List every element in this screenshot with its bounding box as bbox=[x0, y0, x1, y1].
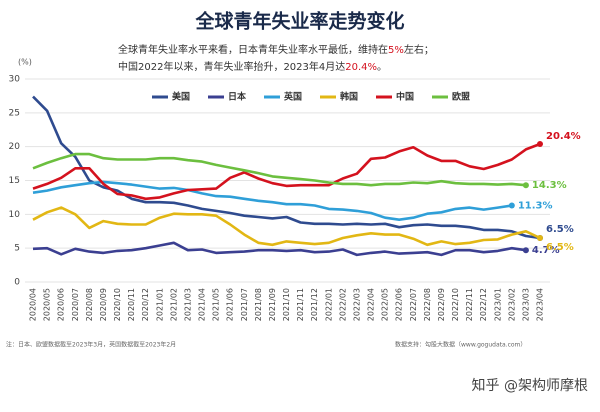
x-tick-label: 2023/04 bbox=[536, 288, 545, 321]
x-tick-label: 2020/05 bbox=[43, 288, 52, 321]
series-line bbox=[32, 152, 527, 187]
x-tick-label: 2022/11 bbox=[465, 288, 474, 321]
y-tick-label: 30 bbox=[9, 75, 21, 85]
end-point bbox=[508, 202, 515, 209]
x-tick-label: 2020/09 bbox=[99, 288, 108, 321]
x-tick-label: 2021/12 bbox=[310, 288, 319, 321]
subtitle-segment: 中国2022年以来，青年失业率抬升，2023年4月达 bbox=[118, 60, 345, 73]
x-tick-label: 2022/04 bbox=[367, 288, 376, 321]
legend-label: 中国 bbox=[396, 91, 414, 103]
source: 数据支持：勾股大数据（www.gogudata.com） bbox=[395, 341, 526, 349]
value-label: 6.5% bbox=[546, 242, 574, 253]
x-tick-label: 2020/08 bbox=[85, 288, 94, 321]
x-tick-label: 2021/10 bbox=[282, 288, 291, 321]
x-tick-label: 2021/08 bbox=[254, 288, 263, 321]
y-tick-label: 0 bbox=[14, 278, 20, 288]
end-point bbox=[537, 140, 543, 147]
end-point bbox=[537, 235, 543, 242]
subtitle-segment: 5% bbox=[388, 45, 404, 56]
y-tick-label: 25 bbox=[9, 108, 20, 118]
end-point bbox=[522, 247, 529, 254]
x-tick-label: 2020/06 bbox=[57, 288, 66, 321]
x-tick-label: 2021/03 bbox=[183, 288, 192, 321]
legend-label: 日本 bbox=[228, 91, 247, 103]
subtitle-segment: 。 bbox=[377, 62, 387, 73]
x-tick-label: 2022/08 bbox=[423, 288, 432, 321]
series-line bbox=[32, 180, 512, 221]
x-tick-label: 2021/01 bbox=[155, 288, 164, 321]
y-unit: (%) bbox=[18, 58, 32, 67]
x-tick-label: 2022/10 bbox=[451, 288, 460, 321]
x-tick-label: 2023/02 bbox=[507, 288, 516, 321]
legend-label: 英国 bbox=[283, 91, 302, 103]
subtitle-segment: 左右； bbox=[404, 43, 434, 56]
x-tick-label: 2021/07 bbox=[240, 288, 249, 321]
legend-label: 韩国 bbox=[340, 91, 358, 103]
chart-title: 全球青年失业率走势变化 bbox=[194, 10, 404, 33]
x-tick-label: 2021/04 bbox=[198, 288, 207, 321]
series-line bbox=[32, 142, 541, 201]
y-tick-label: 15 bbox=[9, 176, 20, 186]
x-tick-label: 2022/01 bbox=[324, 288, 333, 321]
subtitle: 全球青年失业率水平来看，日本青年失业率水平最低，维持在5%左右； bbox=[118, 43, 434, 56]
value-label: 11.3% bbox=[518, 201, 553, 212]
legend-label: 欧盟 bbox=[452, 91, 470, 103]
x-tick-label: 2021/02 bbox=[169, 288, 178, 321]
y-tick-label: 10 bbox=[9, 210, 21, 220]
x-tick-label: 2022/03 bbox=[352, 288, 361, 321]
x-tick-label: 2021/09 bbox=[268, 288, 277, 321]
value-label: 14.3% bbox=[532, 180, 567, 191]
watermark: 知乎 @架构师摩根 bbox=[472, 377, 588, 394]
value-label: 6.5% bbox=[546, 224, 574, 235]
footnote: 注：日本、欧盟数据截至2023年3月，英国数据截至2023年2月 bbox=[6, 341, 176, 349]
series-line bbox=[32, 206, 541, 247]
x-tick-label: 2022/02 bbox=[338, 288, 347, 321]
x-tick-label: 2020/07 bbox=[71, 288, 80, 321]
x-tick-label: 2021/11 bbox=[296, 288, 305, 321]
end-point bbox=[522, 182, 529, 189]
y-tick-label: 5 bbox=[14, 244, 20, 254]
x-tick-label: 2022/12 bbox=[479, 288, 488, 321]
y-tick-label: 20 bbox=[9, 142, 21, 152]
x-tick-label: 2022/09 bbox=[437, 288, 446, 321]
x-tick-label: 2020/10 bbox=[113, 288, 122, 321]
value-label: 4.7% bbox=[532, 245, 560, 256]
x-tick-label: 2020/11 bbox=[127, 288, 136, 321]
x-tick-label: 2022/05 bbox=[381, 288, 390, 321]
x-tick-label: 2022/06 bbox=[395, 288, 404, 321]
series-line bbox=[32, 241, 527, 257]
subtitle-segment: 20.4% bbox=[345, 62, 377, 73]
value-label: 20.4% bbox=[546, 131, 581, 142]
subtitle: 中国2022年以来，青年失业率抬升，2023年4月达20.4%。 bbox=[118, 60, 387, 73]
x-tick-label: 2020/04 bbox=[29, 288, 38, 321]
x-tick-label: 2023/03 bbox=[521, 288, 530, 321]
subtitle-segment: 全球青年失业率水平来看，日本青年失业率水平最低，维持在 bbox=[118, 43, 388, 56]
x-tick-label: 2022/07 bbox=[409, 288, 418, 321]
series-line bbox=[32, 95, 541, 240]
x-tick-label: 2021/06 bbox=[226, 288, 235, 321]
x-tick-label: 2020/12 bbox=[141, 288, 150, 321]
legend-label: 美国 bbox=[172, 91, 190, 103]
x-tick-label: 2023/01 bbox=[493, 288, 502, 321]
x-tick-label: 2021/05 bbox=[212, 288, 221, 321]
